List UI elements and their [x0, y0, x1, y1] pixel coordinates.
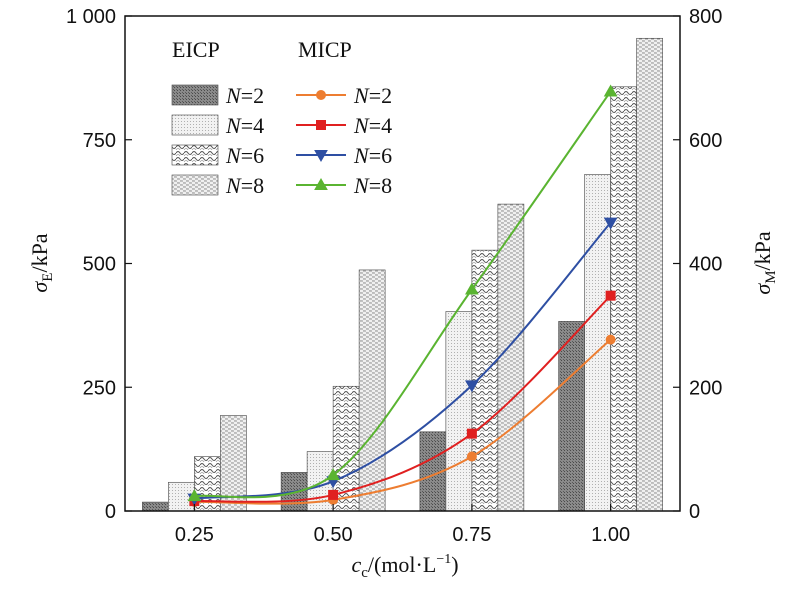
bar: [142, 501, 169, 512]
legend-swatch: [171, 114, 219, 136]
line-series: [194, 90, 612, 499]
legend-swatch: [171, 144, 219, 166]
line-point: [316, 90, 326, 100]
legend-title-micp: MICP: [298, 37, 352, 62]
legend-label: N=6: [353, 143, 392, 168]
x-axis-title: cc/(mol·L−1): [351, 552, 458, 581]
x-tick-label: 0.25: [175, 524, 214, 546]
line-point: [465, 380, 479, 393]
line-point: [326, 468, 340, 481]
legend-label: N=8: [225, 173, 264, 198]
line-series: [194, 338, 612, 505]
line-point: [316, 120, 326, 130]
legend: EICP MICP N=2 N=4 N=6 N=8 N=2 N=4 N=6 N=8: [171, 37, 392, 198]
line-point: [605, 290, 616, 301]
line-point: [187, 489, 202, 502]
line-series: [194, 294, 612, 503]
line-point: [466, 428, 477, 439]
x-tick-label: 0.50: [314, 524, 353, 546]
axes: 0.25 0.50 0.75 1.00 0 250 500 750 1 000 0 200 400 60…: [66, 6, 722, 546]
bar: [558, 321, 585, 512]
legend-swatch: [171, 174, 219, 196]
legend-label: N=4: [353, 113, 392, 138]
x-tick-label: 0.75: [452, 524, 491, 546]
y-left-tick-label: 1 000: [66, 6, 116, 28]
bar: [497, 203, 525, 512]
legend-label: N=8: [353, 173, 392, 198]
line-point: [465, 282, 479, 295]
legend-label: N=4: [225, 113, 264, 138]
legend-label: N=2: [353, 83, 392, 108]
line-point: [603, 84, 618, 97]
y-right-tick-label: 200: [689, 377, 722, 399]
y-axis-right-title: σM/kPa: [750, 231, 779, 295]
bar: [358, 269, 386, 512]
bar-group: [142, 37, 663, 512]
line-point: [314, 177, 328, 190]
legend-title-eicp: EICP: [172, 37, 220, 62]
legend-swatch: [171, 84, 219, 106]
line-point: [328, 489, 339, 500]
y-left-tick-label: 500: [83, 254, 116, 276]
legend-label: N=2: [225, 83, 264, 108]
line-point: [466, 451, 477, 462]
y-right-tick-label: 600: [689, 130, 722, 152]
y-left-tick-label: 750: [83, 130, 116, 152]
y-right-tick-label: 400: [689, 254, 722, 276]
line-group: [187, 84, 618, 507]
x-tick-label: 1.00: [591, 524, 630, 546]
y-left-tick-label: 0: [105, 501, 116, 523]
line-point: [605, 334, 616, 345]
line-point: [603, 217, 618, 230]
y-right-tick-label: 800: [689, 6, 722, 28]
y-axis-left-title: σE/kPa: [27, 233, 56, 292]
bar: [445, 311, 473, 512]
y-right-tick-label: 0: [689, 501, 700, 523]
bar: [636, 37, 663, 512]
line-point: [314, 150, 328, 163]
line-series: [194, 222, 612, 500]
bar: [220, 415, 247, 512]
legend-label: N=6: [225, 143, 264, 168]
y-left-tick-label: 250: [83, 377, 116, 399]
